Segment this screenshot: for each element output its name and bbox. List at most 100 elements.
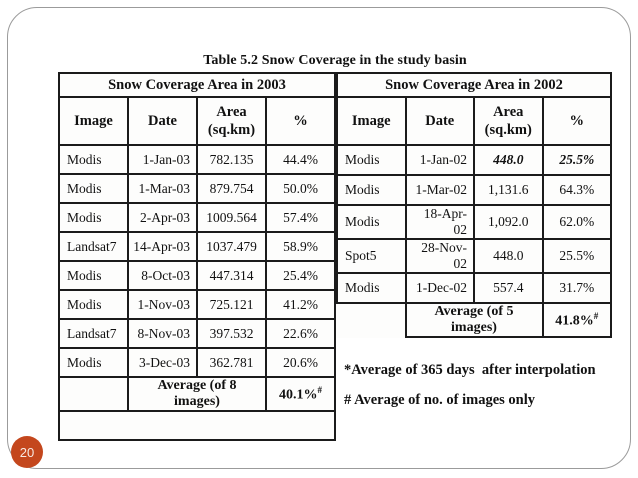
col-header-area: Area (sq.km) (196, 96, 267, 146)
cell-date: 28-Nov-02 (404, 238, 475, 274)
table-caption-number: Table 5.2 (203, 53, 259, 68)
cell-percent: 25.5% (541, 238, 612, 274)
cell-date: 1-Jan-03 (127, 144, 198, 175)
cell-image: Landsat7 (58, 231, 129, 262)
cell-image: Modis (58, 144, 129, 175)
cell-percent: 62.0% (541, 204, 612, 240)
cell-area: 448.0 (473, 144, 544, 176)
table-row: Landsat7 14-Apr-03 1037.479 58.9% (58, 231, 336, 262)
spacer-cell (58, 410, 336, 441)
table-row: Modis 1-Mar-02 1,131.6 64.3% (336, 174, 612, 206)
snow-coverage-2003-table: Snow Coverage Area in 2003 Image Date Ar… (58, 72, 336, 441)
cell-area: 1037.479 (196, 231, 267, 262)
average-label: Average (of 8 images) (127, 376, 267, 412)
cell-area: 557.4 (473, 272, 544, 304)
cell-date: 14-Apr-03 (127, 231, 198, 262)
cell-percent: 58.9% (265, 231, 336, 262)
cell-image: Spot5 (336, 238, 407, 274)
cell-percent: 20.6% (265, 347, 336, 378)
cell-date: 1-Mar-03 (127, 173, 198, 204)
table-row: Modis 1-Dec-02 557.4 31.7% (336, 272, 612, 304)
col-header-image: Image (58, 96, 129, 146)
average-percent: 40.1% (279, 387, 318, 403)
cell-area: 782.135 (196, 144, 267, 175)
cell-area: 397.532 (196, 318, 267, 349)
table-2002-caption: Snow Coverage Area in 2002 (336, 72, 612, 98)
cell-image: Modis (336, 144, 407, 176)
cell-image: Modis (336, 272, 407, 304)
table-header-row: Snow Coverage Area in 2002 (336, 72, 612, 98)
average-value: 41.8%# (541, 302, 612, 338)
cell-date: 8-Oct-03 (127, 260, 198, 291)
tables-container: Snow Coverage Area in 2003 Image Date Ar… (58, 72, 612, 441)
column-header-row: Image Date Area (sq.km) % (58, 96, 336, 146)
cell-date: 3-Dec-03 (127, 347, 198, 378)
cell-image: Modis (58, 347, 129, 378)
table-row: Modis 1-Jan-03 782.135 44.4% (58, 144, 336, 175)
footnote-images-only: # Average of no. of images only (344, 392, 536, 409)
snow-coverage-2002-table: Snow Coverage Area in 2002 Image Date Ar… (336, 72, 612, 338)
cell-percent: 44.4% (265, 144, 336, 175)
cell-area: 1,131.6 (473, 174, 544, 206)
average-percent: 41.8% (555, 313, 594, 329)
average-footnote-mark: # (593, 310, 599, 321)
table-bottom-spacer (58, 410, 336, 441)
cell-percent: 41.2% (265, 289, 336, 320)
cell-area: 725.121 (196, 289, 267, 320)
cell-date: 18-Apr-02 (404, 204, 475, 240)
cell-image: Modis (336, 204, 407, 240)
cell-percent: 25.5% (541, 144, 612, 176)
cell-image: Modis (58, 173, 129, 204)
table-row: Modis 1-Mar-03 879.754 50.0% (58, 173, 336, 204)
table-header-row: Snow Coverage Area in 2003 (58, 72, 336, 98)
average-row: Average (of 8 images) 40.1%# (58, 376, 336, 412)
cell-date: 1-Jan-02 (404, 144, 475, 176)
col-header-date: Date (127, 96, 198, 146)
average-row: Average (of 5 images) 41.8%# (337, 302, 612, 338)
table-row: Modis 2-Apr-03 1009.564 57.4% (58, 202, 336, 233)
col-header-image: Image (336, 96, 407, 146)
col-header-area: Area (sq.km) (473, 96, 544, 146)
cell-image: Landsat7 (58, 318, 129, 349)
cell-area: 1009.564 (196, 202, 267, 233)
footnote-interpolation: *Average of 365 days after interpolation (344, 362, 596, 378)
cell-area: 879.754 (196, 173, 267, 204)
average-footnote-mark: # (317, 384, 323, 395)
cell-area: 447.314 (196, 260, 267, 291)
cell-date: 1-Mar-02 (404, 174, 475, 206)
average-value: 40.1%# (265, 376, 336, 412)
cell-date: 1-Nov-03 (127, 289, 198, 320)
cell-image: Modis (58, 202, 129, 233)
footnotes: *Average of 365 days after interpolation… (344, 360, 612, 420)
table-row: Modis 1-Nov-03 725.121 41.2% (58, 289, 336, 320)
cell-area: 448.0 (473, 238, 544, 274)
table-2003-caption: Snow Coverage Area in 2003 (58, 72, 336, 98)
cell-percent: 64.3% (541, 174, 612, 206)
cell-image: Modis (58, 289, 129, 320)
cell-percent: 50.0% (265, 173, 336, 204)
col-header-percent: % (541, 96, 612, 146)
cell-percent: 31.7% (541, 272, 612, 304)
table-caption: Table 5.2 Snow Coverage in the study bas… (58, 53, 612, 69)
table-row: Modis 18-Apr-02 1,092.0 62.0% (336, 204, 612, 240)
right-column: Snow Coverage Area in 2002 Image Date Ar… (336, 72, 612, 420)
cell-image: Modis (58, 260, 129, 291)
cell-percent: 57.4% (265, 202, 336, 233)
table-caption-text: Snow Coverage in the study basin (261, 53, 467, 68)
average-label: Average (of 5 images) (404, 302, 544, 338)
cell-image: Modis (336, 174, 407, 206)
cell-area: 362.781 (196, 347, 267, 378)
col-header-percent: % (265, 96, 336, 146)
slide-content: Table 5.2 Snow Coverage in the study bas… (58, 53, 612, 441)
cell-date: 2-Apr-03 (127, 202, 198, 233)
cell-percent: 22.6% (265, 318, 336, 349)
table-row: Modis 8-Oct-03 447.314 25.4% (58, 260, 336, 291)
table-row: Landsat7 8-Nov-03 397.532 22.6% (58, 318, 336, 349)
page-number-badge: 20 (11, 436, 43, 468)
cell-percent: 25.4% (265, 260, 336, 291)
table-row: Spot5 28-Nov-02 448.0 25.5% (336, 238, 612, 274)
cell-date: 8-Nov-03 (127, 318, 198, 349)
cell-area: 1,092.0 (473, 204, 544, 240)
table-row: Modis 3-Dec-03 362.781 20.6% (58, 347, 336, 378)
empty-cell (58, 376, 129, 412)
